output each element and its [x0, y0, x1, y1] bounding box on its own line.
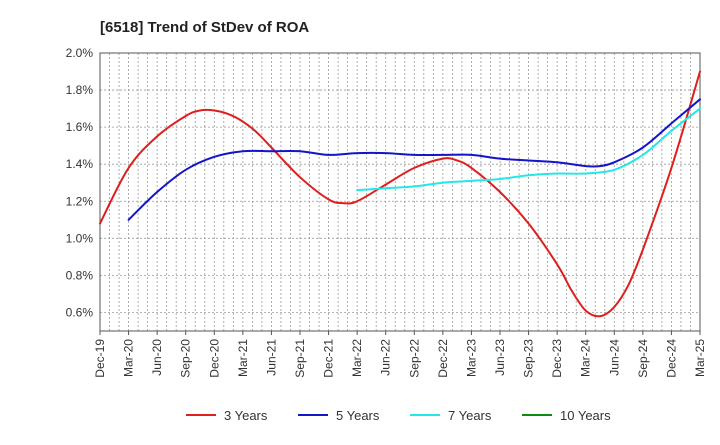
y-tick-label: 1.4%	[66, 157, 94, 171]
x-tick-label: Sep-21	[293, 339, 307, 378]
x-tick-label: Sep-24	[636, 339, 650, 378]
y-tick-label: 2.0%	[66, 46, 94, 60]
x-tick-label: Jun-21	[264, 339, 278, 376]
x-tick-label: Dec-19	[93, 339, 107, 378]
x-tick-label: Jun-20	[150, 339, 164, 376]
x-tick-label: Jun-23	[493, 339, 507, 376]
x-tick-label: Dec-21	[322, 339, 336, 378]
x-tick-label: Mar-20	[122, 339, 136, 377]
legend-label-10-years: 10 Years	[560, 408, 611, 423]
chart-title: [6518] Trend of StDev of ROA	[100, 19, 309, 36]
series-line-5-years	[127, 98, 701, 221]
x-tick-label: Jun-24	[607, 339, 621, 376]
plot-area: 0.6% 0.8% 1.0% 1.2% 1.4% 1.6% 1.8% 2.0% Dec-19 Ma…	[66, 46, 707, 378]
x-tick-label: Mar-24	[579, 339, 593, 377]
y-tick-label: 1.2%	[66, 194, 94, 208]
y-tick-label: 0.6%	[66, 305, 94, 319]
series-line-7-years	[356, 107, 701, 192]
plot-frame	[99, 52, 701, 332]
x-tick-label: Sep-23	[522, 339, 536, 378]
x-tick-label: Mar-21	[236, 339, 250, 377]
x-tick-label: Dec-23	[550, 339, 564, 378]
x-tick-label: Mar-22	[350, 339, 364, 377]
x-tick-label: Sep-22	[407, 339, 421, 378]
x-tick-label: Sep-20	[179, 339, 193, 378]
y-tick-label: 1.8%	[66, 83, 94, 97]
x-tick-label: Mar-23	[464, 339, 478, 377]
x-tick-label: Mar-25	[693, 339, 707, 377]
x-tick-label: Dec-20	[207, 339, 221, 378]
legend-label-7-years: 7 Years	[448, 408, 492, 423]
y-tick-label: 1.0%	[66, 231, 94, 245]
x-tick-label: Dec-22	[436, 339, 450, 378]
y-tick-label: 0.8%	[66, 268, 94, 282]
series-line-3-years	[99, 70, 701, 318]
legend: 3 Years 5 Years 7 Years 10 Years	[186, 408, 611, 423]
legend-label-5-years: 5 Years	[336, 408, 380, 423]
x-tick-label: Jun-22	[379, 339, 393, 376]
y-tick-label: 1.6%	[66, 120, 94, 134]
x-tick-label: Dec-24	[664, 339, 678, 378]
plot-background	[100, 53, 700, 331]
legend-label-3-years: 3 Years	[224, 408, 268, 423]
